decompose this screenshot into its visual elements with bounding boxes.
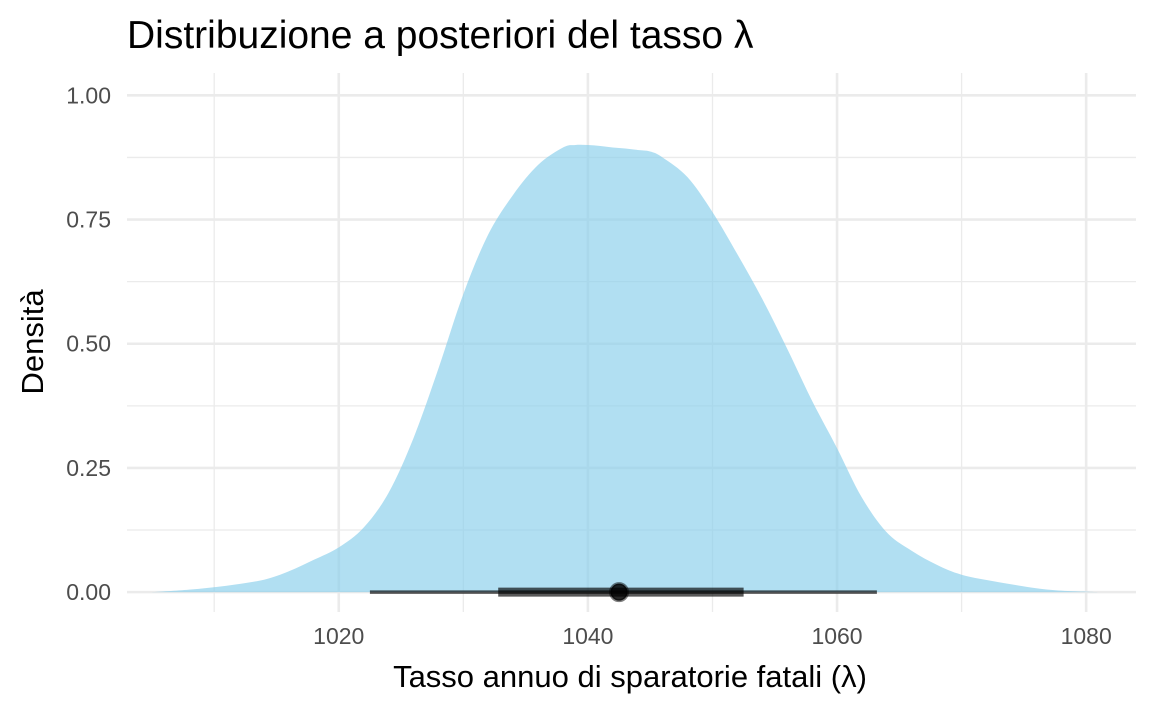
y-tick-label: 0.00 (66, 579, 111, 605)
y-tick-label: 0.25 (66, 455, 111, 481)
y-tick-label: 1.00 (66, 82, 111, 108)
x-tick-label: 1040 (562, 623, 613, 649)
x-axis-ticks: 1020 1040 1060 1080 (313, 623, 1112, 649)
x-tick-label: 1060 (811, 623, 862, 649)
x-tick-label: 1020 (313, 623, 364, 649)
y-axis-title: Densità (15, 289, 50, 395)
density-area (151, 144, 1099, 593)
credible-interval (369, 582, 877, 603)
y-tick-label: 0.50 (66, 331, 111, 357)
x-tick-label: 1080 (1061, 623, 1112, 649)
x-axis-title: Tasso annuo di sparatorie fatali (λ) (393, 659, 867, 694)
y-axis-ticks: 0.00 0.25 0.50 0.75 1.00 (66, 82, 111, 605)
y-tick-label: 0.75 (66, 207, 111, 233)
chart-title: Distribuzione a posteriori del tasso λ (127, 14, 754, 57)
point-estimate (609, 582, 630, 603)
